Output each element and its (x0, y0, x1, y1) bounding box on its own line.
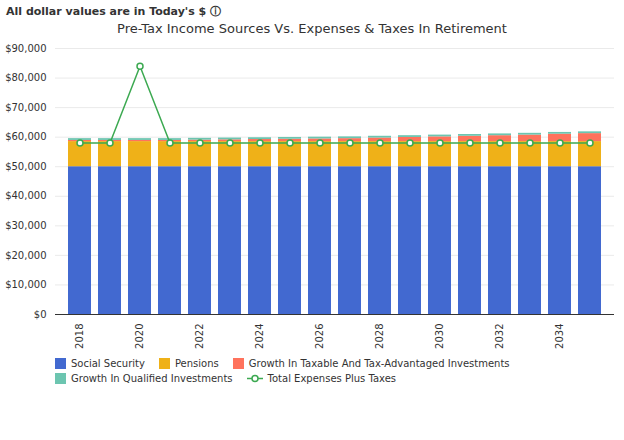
svg-text:$20,000: $20,000 (5, 250, 46, 261)
svg-text:2022: 2022 (194, 324, 205, 349)
svg-text:$90,000: $90,000 (5, 43, 46, 54)
svg-text:2032: 2032 (494, 324, 505, 349)
svg-text:$40,000: $40,000 (5, 190, 46, 201)
html-text:Total Expenses Plus Taxes: Total Expenses Plus Taxes (267, 373, 396, 384)
svg-text:2034: 2034 (554, 324, 565, 349)
html-text:All dollar values are in Today: All dollar values are in Today's $ ⓘ (6, 5, 222, 18)
svg-text:$60,000: $60,000 (5, 131, 46, 142)
svg-text:$0: $0 (34, 309, 47, 320)
html-text:Pensions: Pensions (174, 358, 219, 369)
svg-text:2030: 2030 (434, 324, 445, 349)
svg-text:2028: 2028 (374, 324, 385, 349)
html-text:Growth In Taxable And Tax-Adva: Growth In Taxable And Tax-Advantaged Inv… (248, 358, 510, 369)
svg-text:2020: 2020 (134, 324, 145, 349)
svg-text:$10,000: $10,000 (5, 279, 46, 290)
svg-text:$80,000: $80,000 (5, 72, 46, 83)
html-text:Growth In Qualified Investment: Growth In Qualified Investments (71, 373, 233, 384)
svg-text:2018: 2018 (74, 324, 85, 349)
svg-text:$30,000: $30,000 (5, 220, 46, 231)
svg-text:$50,000: $50,000 (5, 161, 46, 172)
html-text:Social Security: Social Security (71, 358, 145, 369)
svg-text:2024: 2024 (254, 324, 265, 349)
html-text:Pre-Tax Income Sources Vs. Exp: Pre-Tax Income Sources Vs. Expenses & Ta… (117, 21, 507, 36)
svg-text:$70,000: $70,000 (5, 102, 46, 113)
svg-text:2026: 2026 (314, 324, 325, 349)
